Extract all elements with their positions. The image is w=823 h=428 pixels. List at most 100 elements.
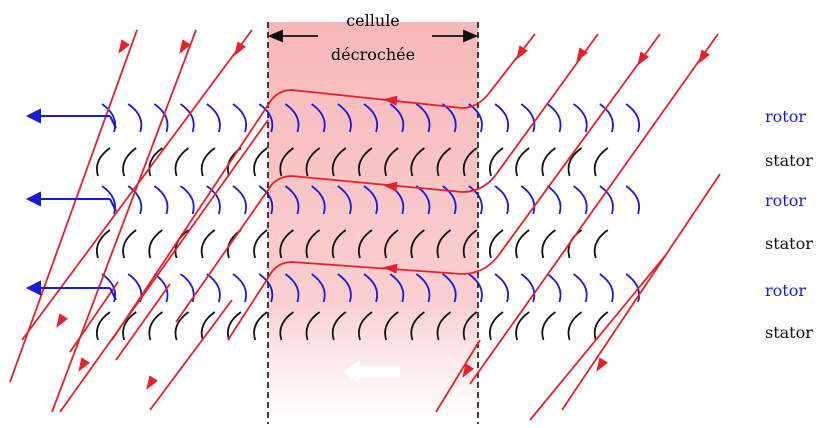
row-label-rotor: rotor: [765, 191, 806, 210]
arrowhead-icon: [516, 45, 528, 60]
row-label-rotor: rotor: [765, 107, 806, 126]
rotor-blade: [206, 185, 221, 215]
stator-blade: [253, 311, 268, 341]
stator-blade: [279, 311, 294, 341]
rotor-blade: [337, 103, 352, 133]
row-label-stator: stator: [765, 323, 813, 342]
stator-blade: [462, 147, 478, 177]
rotor-blade: [599, 273, 614, 303]
stator-blade: [593, 311, 609, 341]
streamline: [69, 281, 119, 353]
stator-blade: [515, 147, 530, 177]
stator-blade: [410, 229, 425, 259]
rotor-blade: [101, 185, 117, 215]
stator-blade: [515, 229, 530, 259]
stator-blade: [95, 311, 111, 341]
streamline: [9, 29, 138, 383]
stator-blade: [436, 311, 452, 341]
stator-blade: [226, 311, 242, 341]
row-label-stator: stator: [765, 234, 813, 253]
streamline: [111, 33, 536, 341]
rotor-blade: [311, 273, 326, 303]
blade-rows: [95, 103, 641, 341]
streamline: [175, 33, 599, 323]
rotor-blade: [311, 103, 326, 133]
stator-blade: [148, 311, 163, 341]
stator-blade: [357, 311, 373, 341]
stator-blade: [279, 147, 294, 177]
arrow-left-icon: [25, 191, 117, 212]
arrowhead-icon: [118, 39, 130, 54]
rotor-blade: [442, 273, 457, 303]
rotor-blade: [520, 103, 536, 133]
rotor-blade: [363, 103, 379, 133]
stator-blade: [436, 147, 452, 177]
rotor-blade: [180, 103, 195, 133]
rotor-blade: [180, 185, 195, 215]
rotor-blade: [258, 273, 274, 303]
arrowhead-icon: [383, 181, 398, 192]
rotor-blade: [232, 185, 248, 215]
stator-blade: [305, 229, 321, 259]
arrowhead-icon: [637, 51, 649, 66]
stator-blade: [174, 311, 190, 341]
rotor-blade: [284, 185, 300, 215]
stator-blade: [122, 147, 137, 177]
rotor-blade: [599, 103, 614, 133]
cell-label-line2: décrochée: [331, 45, 415, 64]
stator-blade: [541, 311, 556, 341]
rotor-blade: [363, 273, 379, 303]
stator-blade: [148, 147, 163, 177]
rotor-blade: [363, 185, 379, 215]
rotor-blade: [101, 103, 117, 133]
stator-blade: [488, 147, 504, 177]
streamline: [227, 33, 661, 341]
rotor-blade: [494, 103, 510, 133]
streamlines: [9, 29, 721, 421]
stator-blade: [593, 229, 609, 259]
rotor-blade: [389, 103, 405, 133]
stator-blade: [436, 229, 452, 259]
stator-blade: [384, 147, 399, 177]
stator-blade: [410, 311, 425, 341]
rotor-blade: [153, 185, 169, 215]
stator-blade: [541, 229, 556, 259]
arrowhead-icon: [596, 357, 608, 372]
stator-blade: [148, 229, 163, 259]
rotor-blade: [389, 273, 405, 303]
rotor-blade: [258, 185, 274, 215]
streamline: [21, 29, 253, 341]
rotor-blade: [546, 103, 562, 133]
arrowhead-icon: [698, 49, 710, 64]
cell-label-line1: cellule: [346, 11, 400, 30]
streamline: [149, 299, 233, 411]
arrowhead-icon: [462, 363, 474, 378]
streamline: [115, 283, 171, 361]
stator-blade: [567, 147, 583, 177]
streamline: [435, 339, 481, 413]
rotor-blade: [337, 185, 352, 215]
rotor-blade: [284, 273, 300, 303]
stator-blade: [488, 311, 504, 341]
rotor-blade: [258, 103, 274, 133]
stator-blade: [357, 147, 373, 177]
stator-blade: [462, 311, 478, 341]
stator-blade: [200, 147, 216, 177]
rotor-blade: [127, 185, 143, 215]
stator-blade: [462, 229, 478, 259]
stator-blade: [95, 229, 111, 259]
arrowhead-icon: [383, 263, 398, 274]
rotor-blade: [520, 185, 536, 215]
rotor-blade: [127, 103, 143, 133]
streamline: [51, 29, 197, 413]
stator-blade: [305, 147, 321, 177]
stator-blade: [384, 229, 399, 259]
rotor-blade: [546, 185, 562, 215]
stator-blade: [174, 147, 190, 177]
rotor-blade: [232, 103, 248, 133]
rotor-blade: [415, 103, 431, 133]
rotor-blade: [442, 185, 457, 215]
rotor-blade: [232, 273, 248, 303]
rotor-blade: [415, 273, 431, 303]
